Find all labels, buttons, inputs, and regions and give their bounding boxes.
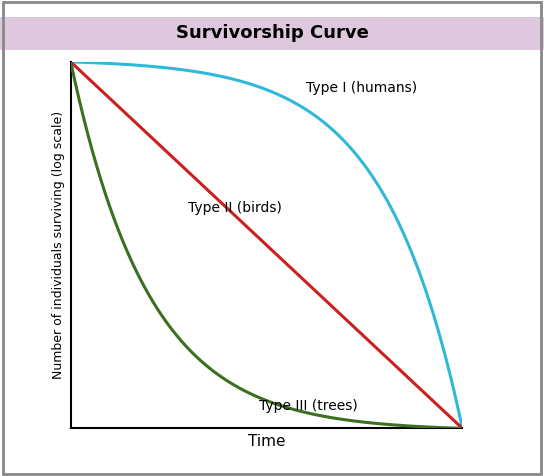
Y-axis label: Number of individuals surviving (log scale): Number of individuals surviving (log sca… <box>52 111 65 379</box>
Text: Type III (trees): Type III (trees) <box>259 399 357 414</box>
Text: Survivorship Curve: Survivorship Curve <box>176 24 368 42</box>
X-axis label: Time: Time <box>248 434 285 449</box>
Text: Type I (humans): Type I (humans) <box>306 80 417 95</box>
Text: Type II (birds): Type II (birds) <box>188 201 282 216</box>
